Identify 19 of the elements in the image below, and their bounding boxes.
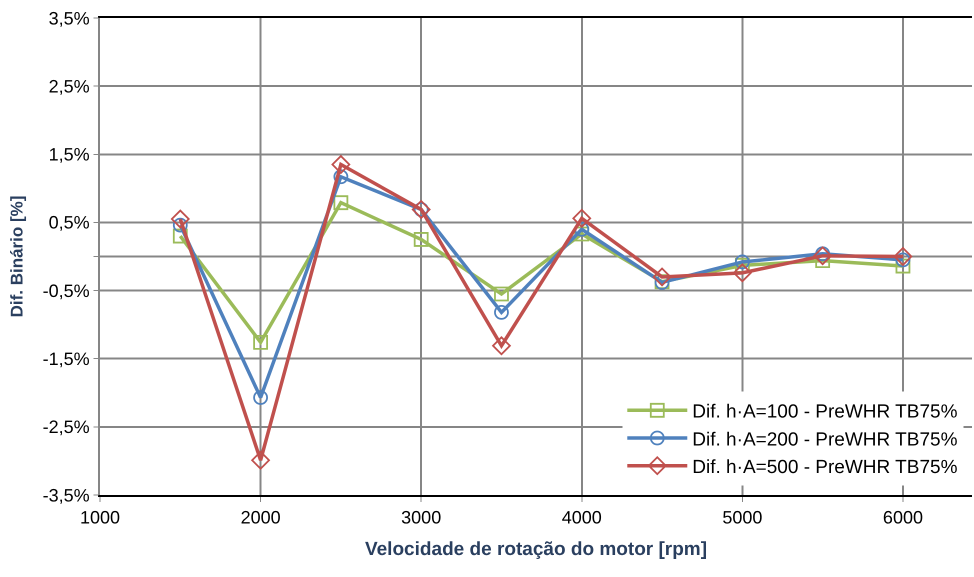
y-tick-label: 3,5% xyxy=(48,8,90,28)
y-axis-title: Dif. Binário [%] xyxy=(8,196,27,318)
x-tick-label: 5000 xyxy=(722,508,762,528)
x-axis-title: Velocidade de rotação do motor [rpm] xyxy=(364,538,708,560)
x-tick-label: 4000 xyxy=(562,508,602,528)
x-tick-label: 1000 xyxy=(80,508,120,528)
y-tick-label: -2,5% xyxy=(42,417,90,438)
y-tick-label: -1,5% xyxy=(42,349,90,370)
x-tick-label: 2000 xyxy=(240,508,281,528)
legend-label: Dif. h·A=200 - PreWHR TB75% xyxy=(692,429,958,450)
legend-label: Dif. h·A=100 - PreWHR TB75% xyxy=(692,402,958,423)
y-tick-label: 0,5% xyxy=(48,212,90,233)
y-tick-label: -0,5% xyxy=(42,280,90,301)
x-tick-label: 3000 xyxy=(401,508,442,528)
legend-label: Dif. h·A=500 - PreWHR TB75% xyxy=(692,457,958,478)
y-tick-label: 1,5% xyxy=(48,144,90,165)
y-tick-label: 2,5% xyxy=(48,76,90,96)
y-tick-label: -3,5% xyxy=(42,485,90,506)
x-tick-label: 6000 xyxy=(882,508,923,528)
